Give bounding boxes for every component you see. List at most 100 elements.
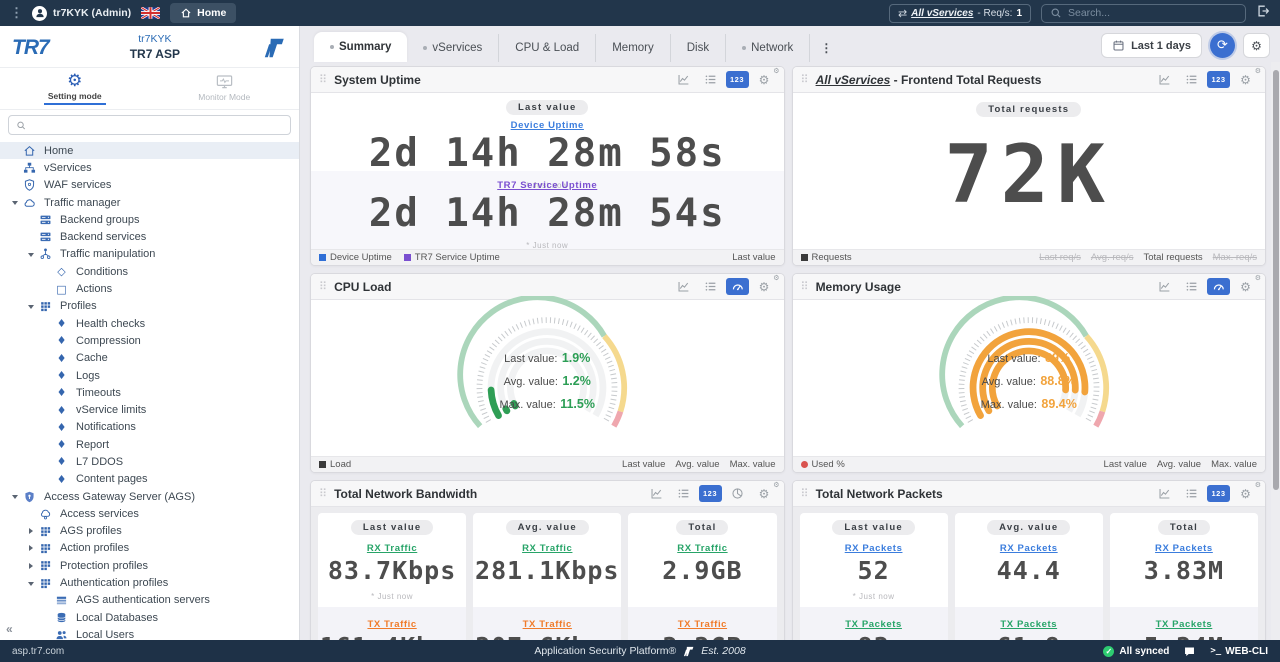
caret-down-icon[interactable]	[24, 301, 37, 312]
footer-last-value[interactable]: Last value	[622, 459, 666, 470]
title-scope-link[interactable]: All vServices	[815, 72, 891, 87]
caret-down-icon[interactable]	[24, 578, 37, 589]
tx-packets-link[interactable]: TX Packets	[1000, 619, 1058, 630]
caret-down-icon[interactable]	[8, 197, 21, 208]
footer-avg-value[interactable]: Avg. value	[675, 459, 720, 470]
sidebar-item-l7-ddos[interactable]: ♦ L7 DDOS	[0, 453, 299, 470]
refresh-button[interactable]: ⟳	[1210, 33, 1235, 58]
dashboard-settings-button[interactable]: ⚙	[1243, 33, 1270, 58]
drag-handle-icon[interactable]: ⠿	[319, 73, 328, 86]
sidebar-item-profiles[interactable]: Profiles	[0, 298, 299, 315]
vservices-scope-button[interactable]: ⇄ All vServices - Req/s: 1	[888, 3, 1031, 23]
tr7-service-uptime-link[interactable]: TR7 Service Uptime	[497, 180, 598, 191]
drag-handle-icon[interactable]: ⠿	[319, 280, 328, 293]
legend-device-uptime[interactable]: Device Uptime	[319, 252, 392, 263]
legend-load[interactable]: Load	[319, 459, 351, 470]
rx-packets-link[interactable]: RX Packets	[999, 543, 1058, 554]
caret-down-icon[interactable]	[24, 249, 37, 260]
pie-view-icon[interactable]	[726, 485, 749, 502]
rx-packets-link[interactable]: RX Packets	[844, 543, 903, 554]
chat-icon[interactable]	[1183, 645, 1196, 658]
global-search-input[interactable]	[1068, 7, 1237, 19]
footer-avg-reqs[interactable]: Avg. req/s	[1090, 252, 1134, 263]
footer-max-value[interactable]: Max. value	[1211, 459, 1257, 470]
value-view-icon[interactable]: 123	[725, 71, 749, 88]
tab-summary[interactable]: Summary	[314, 32, 408, 62]
tab-vservices[interactable]: vServices	[407, 34, 498, 62]
tx-packets-link[interactable]: TX Packets	[845, 619, 902, 630]
sidebar-item-local-databases[interactable]: Local Databases	[0, 609, 299, 626]
sidebar-item-content-pages[interactable]: ♦ Content pages	[0, 471, 299, 488]
sidebar-item-compression[interactable]: ♦ Compression	[0, 332, 299, 349]
value-view-icon[interactable]: 123	[698, 485, 722, 502]
legend-tr7-service-uptime[interactable]: TR7 Service Uptime	[403, 252, 500, 263]
sidebar-item-vservice-limits[interactable]: ♦ vService limits	[0, 401, 299, 418]
value-view-icon[interactable]: 123	[1207, 485, 1230, 502]
footer-last-value[interactable]: Last value	[732, 252, 776, 263]
sidebar-item-traffic-manipulation[interactable]: Traffic manipulation	[0, 246, 299, 263]
caret-down-icon[interactable]	[8, 491, 21, 502]
sidebar-item-report[interactable]: ♦ Report	[0, 436, 299, 453]
sidebar-item-authentication-profiles[interactable]: Authentication profiles	[0, 574, 299, 591]
tab-memory[interactable]: Memory	[595, 34, 670, 62]
widget-settings-icon[interactable]: ⚙	[1234, 482, 1261, 502]
home-button[interactable]: Home	[170, 3, 237, 23]
tx-traffic-link[interactable]: TX Traffic	[367, 619, 417, 630]
tx-traffic-link[interactable]: TX Traffic	[677, 619, 728, 630]
line-chart-view-icon[interactable]	[672, 71, 695, 88]
tab-network[interactable]: Network	[725, 34, 809, 62]
line-chart-view-icon[interactable]	[1153, 71, 1176, 88]
sidebar-item-waf-services[interactable]: WAF services	[0, 177, 299, 194]
widget-settings-icon[interactable]: ⚙	[753, 68, 780, 88]
footer-last-value[interactable]: Last value	[1103, 459, 1147, 470]
caret-right-icon[interactable]	[24, 562, 37, 569]
sidebar-item-ags-auth-servers[interactable]: AGS authentication servers	[0, 592, 299, 609]
list-view-icon[interactable]	[1180, 278, 1203, 295]
sidebar-item-health-checks[interactable]: ♦ Health checks	[0, 315, 299, 332]
rx-packets-link[interactable]: RX Packets	[1155, 543, 1213, 554]
list-view-icon[interactable]	[672, 485, 695, 502]
footer-avg-value[interactable]: Avg. value	[1156, 459, 1202, 470]
line-chart-view-icon[interactable]	[1153, 278, 1176, 295]
drag-handle-icon[interactable]: ⠿	[800, 73, 809, 86]
sidebar-item-notifications[interactable]: ♦ Notifications	[0, 419, 299, 436]
sidebar-item-conditions[interactable]: ◇ Conditions	[0, 263, 299, 280]
app-menu-icon[interactable]: ⋮	[10, 5, 23, 20]
line-chart-view-icon[interactable]	[1153, 485, 1176, 502]
monitor-mode-toggle[interactable]: Monitor Mode	[150, 73, 300, 104]
sidebar-item-backend-services[interactable]: Backend services	[0, 228, 299, 245]
sidebar-collapse-button[interactable]: «	[6, 622, 13, 636]
web-cli-button[interactable]: >_ WEB-CLI	[1210, 646, 1268, 657]
rx-traffic-link[interactable]: RX Traffic	[366, 543, 418, 554]
sidebar-item-access-services[interactable]: Access services	[0, 505, 299, 522]
caret-right-icon[interactable]	[24, 545, 37, 552]
logout-icon[interactable]	[1256, 4, 1270, 23]
legend-used-pct[interactable]: Used %	[800, 459, 845, 470]
legend-requests[interactable]: Requests	[800, 252, 852, 263]
sidebar-item-logs[interactable]: ♦ Logs	[0, 367, 299, 384]
tab-cpu-load[interactable]: CPU & Load	[498, 34, 595, 62]
gauge-view-icon[interactable]	[1207, 278, 1230, 295]
sidebar-item-traffic-manager[interactable]: Traffic manager	[0, 194, 299, 211]
sidebar-item-action-profiles[interactable]: Action profiles	[0, 540, 299, 557]
caret-right-icon[interactable]	[24, 528, 37, 535]
list-view-icon[interactable]	[699, 278, 722, 295]
sidebar-item-actions[interactable]: □ Actions	[0, 280, 299, 297]
sidebar-item-home[interactable]: Home	[0, 142, 299, 160]
sidebar-item-vservices[interactable]: vServices	[0, 159, 299, 176]
scrollbar-thumb[interactable]	[1272, 70, 1279, 490]
sidebar-item-ags[interactable]: Access Gateway Server (AGS)	[0, 488, 299, 505]
list-view-icon[interactable]	[699, 71, 722, 88]
value-view-icon[interactable]: 123	[1207, 71, 1230, 88]
setting-mode-toggle[interactable]: ⚙ Setting mode	[0, 72, 150, 105]
drag-handle-icon[interactable]: ⠿	[800, 280, 809, 293]
footer-max-reqs[interactable]: Max. req/s	[1212, 252, 1257, 263]
gauge-view-icon[interactable]	[725, 278, 749, 295]
main-scrollbar[interactable]	[1271, 62, 1280, 640]
footer-max-value[interactable]: Max. value	[729, 459, 776, 470]
sidebar-item-backend-groups[interactable]: Backend groups	[0, 211, 299, 228]
tabs-more-icon[interactable]: ⋮	[809, 34, 842, 62]
user-menu[interactable]: tr7KYK (Admin)	[32, 5, 131, 21]
device-uptime-link[interactable]: Device Uptime	[510, 120, 584, 131]
line-chart-view-icon[interactable]	[645, 485, 668, 502]
